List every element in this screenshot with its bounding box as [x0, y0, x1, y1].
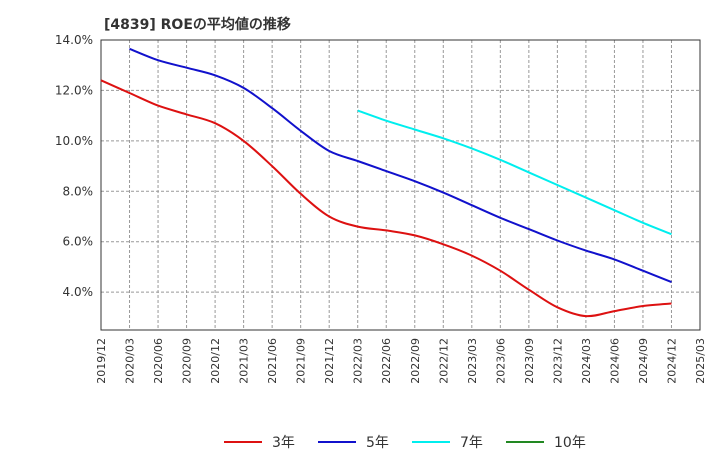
chart-legend: 3年 5年 7年 10年: [0, 432, 720, 452]
x-tick-label: 2024/06: [608, 338, 621, 384]
x-tick-label: 2025/03: [694, 338, 707, 384]
x-tick-label: 2022/12: [437, 338, 450, 384]
x-tick-label: 2020/03: [124, 338, 137, 384]
x-tick-label: 2023/12: [551, 338, 564, 384]
x-tick-label: 2021/03: [238, 338, 251, 384]
x-tick-label: 2020/12: [209, 338, 222, 384]
legend-swatch: [506, 441, 544, 443]
x-tick-label: 2020/06: [152, 338, 165, 384]
legend-item: 5年: [318, 432, 389, 452]
y-tick-label: 10.0%: [55, 134, 93, 148]
series-line-2: [129, 47, 672, 284]
y-tick-label: 4.0%: [63, 285, 94, 299]
legend-label: 7年: [460, 435, 483, 451]
x-tick-label: 2023/03: [466, 338, 479, 384]
x-tick-label: 2019/12: [95, 338, 108, 384]
x-tick-label: 2021/12: [323, 338, 336, 384]
x-tick-label: 2020/09: [181, 338, 194, 384]
x-tick-label: 2022/06: [380, 338, 393, 384]
y-tick-label: 6.0%: [63, 235, 94, 249]
y-tick-label: 12.0%: [55, 83, 93, 97]
x-tick-label: 2021/06: [266, 338, 279, 384]
line-chart: 4.0% 6.0% 8.0% 10.0% 12.0% 14.0% 2019/12 2020/0…: [55, 33, 707, 384]
x-tick-label: 2023/06: [494, 338, 507, 384]
legend-item: 10年: [506, 432, 586, 452]
legend-label: 5年: [366, 435, 389, 451]
legend-swatch: [318, 441, 356, 443]
x-tick-label: 2022/09: [409, 338, 422, 384]
x-tick-label: 2023/09: [523, 338, 536, 384]
y-tick-label: 8.0%: [63, 184, 94, 198]
y-tick-label: 14.0%: [55, 33, 93, 47]
x-tick-label: 2021/09: [295, 338, 308, 384]
x-tick-label: 2024/09: [637, 338, 650, 384]
x-tick-label: 2024/03: [580, 338, 593, 384]
series-line-3: [357, 109, 672, 236]
x-tick-label: 2022/03: [352, 338, 365, 384]
legend-item: 3年: [224, 432, 295, 452]
x-tick-label: 2024/12: [665, 338, 678, 384]
plot-area: [100, 39, 701, 331]
legend-item: 7年: [412, 432, 483, 452]
legend-label: 3年: [272, 435, 295, 451]
chart-title: [4839] ROEの平均値の推移: [104, 17, 291, 33]
series-line-1: [100, 79, 672, 318]
legend-swatch: [224, 441, 262, 443]
legend-swatch: [412, 441, 450, 443]
legend-label: 10年: [554, 435, 586, 451]
